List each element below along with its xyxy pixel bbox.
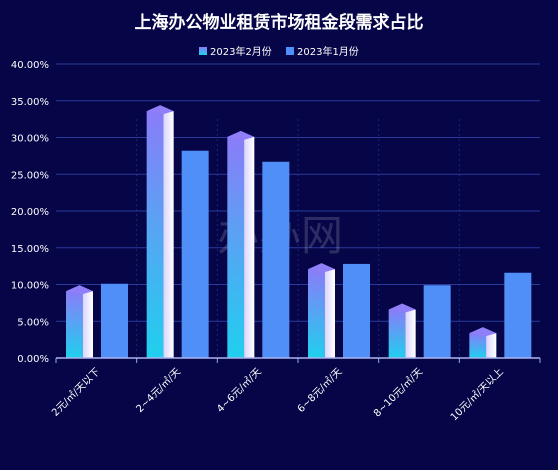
bar-face: [469, 333, 487, 358]
bar-side: [244, 136, 255, 358]
bar-2023-02: [146, 105, 174, 358]
bar-2023-02: [388, 303, 416, 358]
x-tick-label: 10元/㎡/天以上: [448, 366, 506, 424]
x-axis: 2元/㎡/天以下 2~4元/㎡/天 4~6元/㎡/天 6~8元/㎡/天 8~10元/㎡/…: [49, 357, 541, 424]
x-tick-label: 6~8元/㎡/天: [295, 366, 344, 415]
chart-title: 上海办公物业租赁市场租金段需求占比: [135, 12, 424, 33]
bar-top: [469, 327, 497, 337]
bar-2023-02: [469, 327, 497, 358]
bar-side: [82, 291, 93, 358]
legend: 2023年2月份 2023年1月份: [199, 45, 359, 58]
legend-swatch: [199, 47, 207, 55]
bar-2023-01: [504, 272, 532, 358]
bar-face: [388, 309, 406, 358]
y-tick-label: 20.00%: [11, 207, 49, 218]
bar-face: [308, 269, 325, 358]
y-tick-label: 0.00%: [17, 354, 49, 365]
bar-2023-01: [181, 150, 209, 358]
legend-label: 2023年1月份: [297, 45, 359, 58]
legend-swatch: [286, 47, 294, 55]
bar-side: [486, 333, 497, 358]
y-tick-label: 35.00%: [11, 97, 49, 108]
x-tick-label: 4~6元/㎡/天: [214, 366, 263, 415]
legend-label: 2023年2月份: [210, 45, 272, 58]
y-tick-label: 15.00%: [11, 244, 49, 255]
x-tick-label: 2~4元/㎡/天: [134, 366, 183, 415]
y-tick-label: 25.00%: [11, 170, 49, 181]
y-axis: 0.00% 5.00% 10.00% 15.00% 20.00% 25.00% 30.00%…: [11, 60, 49, 365]
bar-side: [324, 269, 335, 358]
bar-2023-01: [343, 263, 370, 358]
bar-face: [146, 111, 164, 358]
bar-top: [227, 130, 255, 140]
bar-2023-02: [308, 263, 335, 358]
x-tick-label: 2元/㎡/天以下: [49, 366, 102, 419]
bar-top: [308, 263, 335, 273]
grid: [56, 63, 540, 359]
bar-2023-02: [66, 285, 93, 358]
bar-top: [146, 105, 174, 115]
bars: [66, 105, 532, 358]
y-tick-label: 40.00%: [11, 60, 49, 71]
bar-face: [227, 136, 245, 358]
bar-2023-01: [101, 283, 128, 358]
bar-top: [66, 285, 93, 295]
y-tick-label: 30.00%: [11, 134, 49, 145]
bar-2023-02: [227, 130, 255, 358]
bar-top: [388, 303, 416, 313]
y-tick-label: 5.00%: [17, 317, 49, 328]
x-tick-label: 8~10元/㎡/天: [371, 366, 425, 420]
y-tick-label: 10.00%: [11, 281, 49, 292]
bar-side: [405, 309, 416, 358]
bar-side: [163, 111, 174, 358]
bar-2023-01: [262, 161, 290, 358]
bar-face: [66, 291, 83, 358]
bar-2023-01: [423, 285, 451, 358]
